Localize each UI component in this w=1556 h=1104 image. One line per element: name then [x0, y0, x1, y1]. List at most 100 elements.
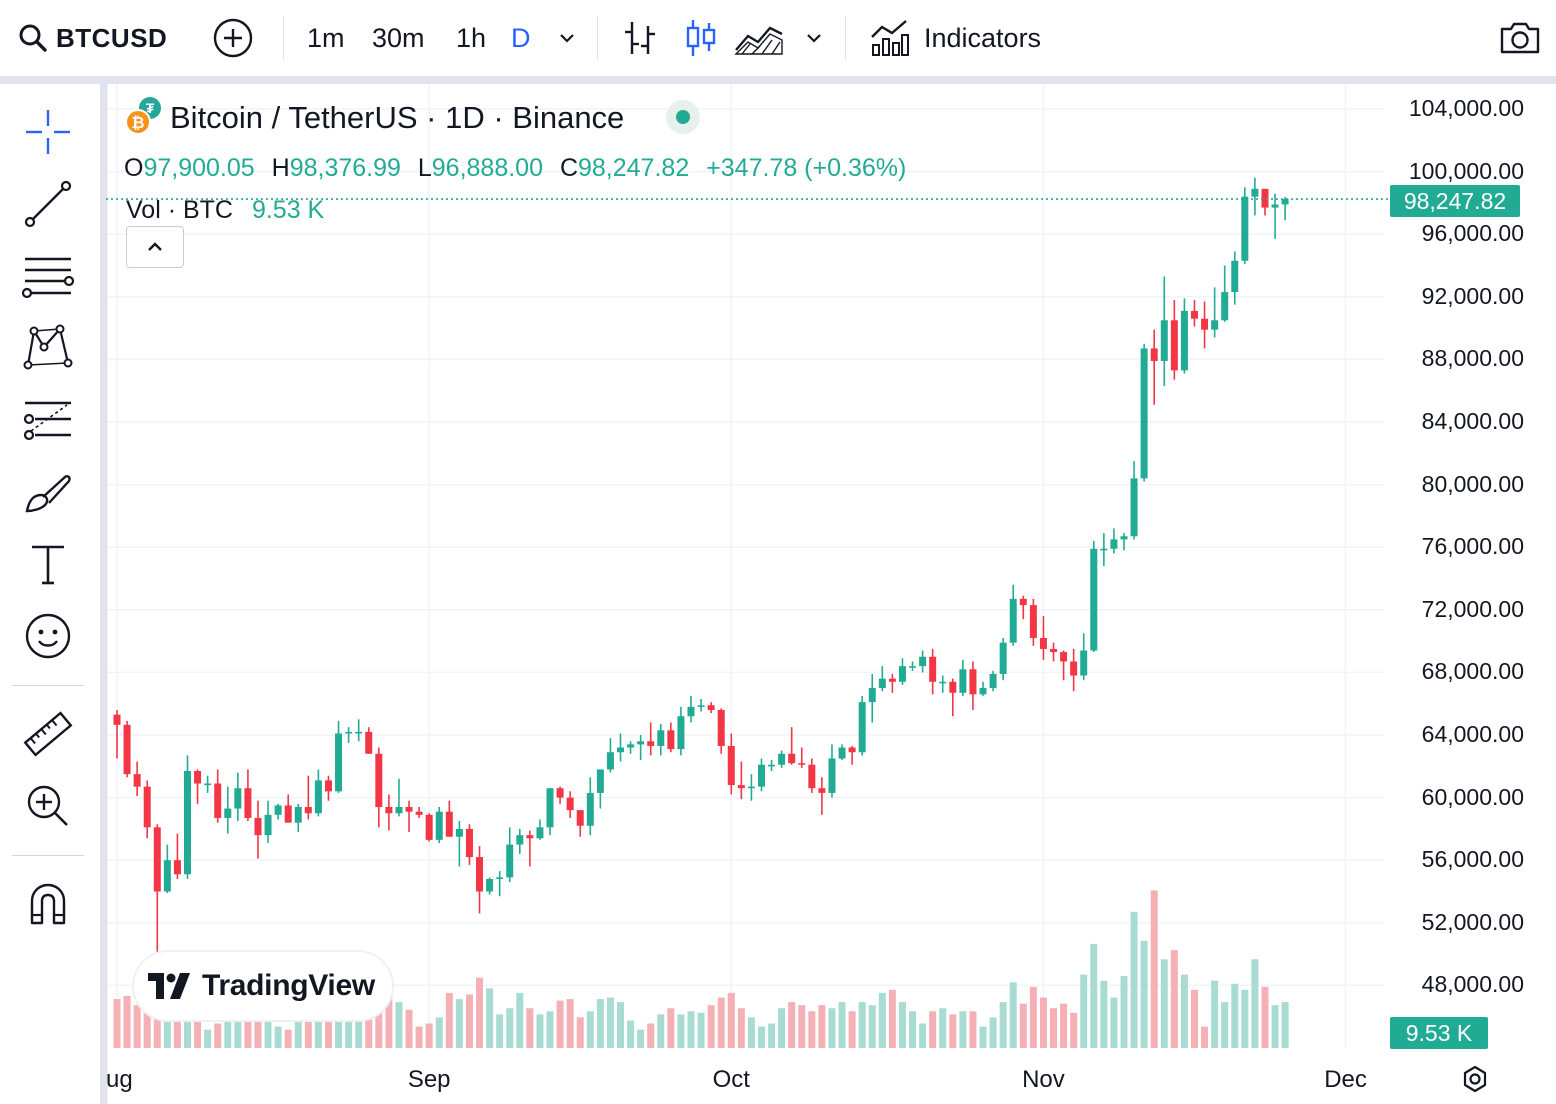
- pattern-tool[interactable]: [16, 318, 80, 378]
- candle-body: [465, 828, 473, 858]
- volume-bar: [465, 994, 473, 1048]
- svg-text:₮: ₮: [146, 100, 155, 116]
- interval-dropdown[interactable]: [556, 0, 578, 76]
- chart-pane[interactable]: ₮ ₿ Bitcoin / TetherUS · 1D · Binance O97…: [106, 84, 1556, 1104]
- interval-1m[interactable]: 1m: [307, 22, 345, 53]
- chart-settings-button[interactable]: [1458, 1062, 1492, 1096]
- price-tick-label: 76,000.00: [1421, 533, 1524, 560]
- tradingview-watermark[interactable]: TradingView: [134, 952, 392, 1020]
- volume-bar: [1029, 986, 1037, 1048]
- candles-chart-style-button[interactable]: [684, 0, 718, 76]
- volume-bar: [747, 1017, 755, 1048]
- indicators-button[interactable]: Indicators: [870, 0, 1041, 76]
- volume-bar: [868, 1005, 876, 1048]
- candle-body: [204, 783, 212, 786]
- toolbar-divider: [597, 16, 598, 60]
- bar-chart-style-button[interactable]: [622, 0, 658, 76]
- candle-body: [1019, 598, 1027, 606]
- candle-body: [1080, 650, 1088, 676]
- candle-body: [989, 673, 997, 689]
- area-chart-style-button[interactable]: [734, 0, 784, 76]
- volume-bar: [989, 1017, 997, 1048]
- volume-bar: [959, 1011, 967, 1048]
- candle-body: [153, 827, 161, 892]
- volume-bar: [858, 1002, 866, 1048]
- volume-bar: [445, 992, 453, 1048]
- interval-30m[interactable]: 30m: [372, 22, 425, 53]
- volume-bar: [244, 1002, 252, 1048]
- measure-tool[interactable]: [16, 704, 80, 764]
- volume-bar: [1120, 976, 1128, 1048]
- price-tick-label: 60,000.00: [1421, 783, 1524, 810]
- high-key: H: [271, 154, 290, 182]
- crosshair-tool[interactable]: [16, 102, 80, 162]
- volume-bar: [1150, 890, 1158, 1048]
- candle-body: [1271, 204, 1279, 208]
- emoji-tool[interactable]: [16, 606, 80, 666]
- trend-line-tool[interactable]: [16, 174, 80, 234]
- symbol-search[interactable]: BTCUSD: [18, 0, 167, 76]
- candle-body: [163, 860, 171, 892]
- volume-bar: [133, 1005, 141, 1048]
- time-tick-label: Oct: [712, 1066, 750, 1093]
- volume-bar: [385, 999, 393, 1048]
- candle-body: [1251, 188, 1259, 197]
- fib-retracement-tool[interactable]: [16, 246, 80, 306]
- volume-bar: [576, 1017, 584, 1048]
- volume-bar: [909, 1011, 917, 1048]
- forecasting-tool[interactable]: [16, 390, 80, 450]
- candle-body: [324, 780, 332, 792]
- candle-body: [113, 714, 121, 725]
- candle-body: [969, 669, 977, 695]
- market-status-icon[interactable]: [666, 100, 700, 134]
- volume-bar: [536, 1014, 544, 1048]
- volume-bar: [395, 1002, 403, 1048]
- volume-bar: [304, 999, 312, 1048]
- candle-body: [1221, 292, 1229, 321]
- candle-body: [486, 878, 494, 892]
- volume-bar: [425, 1023, 433, 1048]
- compare-symbol-button[interactable]: [212, 0, 254, 76]
- candle-body: [979, 688, 987, 695]
- candle-body: [808, 764, 816, 789]
- volume-bar: [516, 992, 524, 1048]
- candle-body: [798, 763, 806, 765]
- volume-bar: [778, 1008, 786, 1048]
- interval-d[interactable]: D: [511, 22, 531, 53]
- price-tick-label: 64,000.00: [1421, 721, 1524, 747]
- candle-body: [586, 792, 594, 826]
- volume-bar: [496, 1014, 504, 1048]
- candle-body: [949, 681, 957, 693]
- snapshot-button[interactable]: [1498, 0, 1542, 76]
- volume-bar: [737, 1008, 745, 1048]
- price-tick-label: 52,000.00: [1421, 908, 1524, 935]
- text-icon: [26, 539, 70, 589]
- brush-tool[interactable]: [16, 462, 80, 522]
- drawing-toolbar: [0, 84, 100, 1104]
- text-tool[interactable]: [16, 534, 80, 594]
- zoom-in-tool[interactable]: [16, 776, 80, 836]
- volume-bar: [1009, 982, 1017, 1048]
- ohlc-values: O97,900.05 H98,376.99 L96,888.00 C98,247…: [124, 154, 906, 183]
- volume-bar: [204, 1029, 212, 1048]
- candle-body: [617, 747, 624, 753]
- volume-bar: [1060, 1003, 1068, 1048]
- candle-body: [747, 786, 755, 789]
- interval-1h[interactable]: 1h: [456, 22, 487, 53]
- magnet-tool[interactable]: [16, 874, 80, 934]
- symbol-label: BTCUSD: [56, 22, 168, 53]
- candle-body: [778, 753, 786, 765]
- close-value: 98,247.82: [578, 154, 690, 182]
- volume-bar: [1201, 1026, 1209, 1048]
- volume-bar: [798, 1005, 806, 1048]
- candle-body: [667, 730, 675, 750]
- collapse-legend-button[interactable]: [126, 226, 184, 268]
- volume-bar: [1190, 989, 1198, 1048]
- price-tick-label: 84,000.00: [1421, 408, 1524, 434]
- volume-legend[interactable]: Vol · BTC 9.53 K: [126, 196, 324, 225]
- price-chart[interactable]: [106, 84, 1556, 1104]
- volume-bar: [375, 995, 383, 1048]
- volume-bar: [1160, 959, 1168, 1048]
- symbol-title[interactable]: Bitcoin / TetherUS · 1D · Binance: [170, 100, 625, 135]
- chart-style-dropdown[interactable]: [803, 0, 825, 76]
